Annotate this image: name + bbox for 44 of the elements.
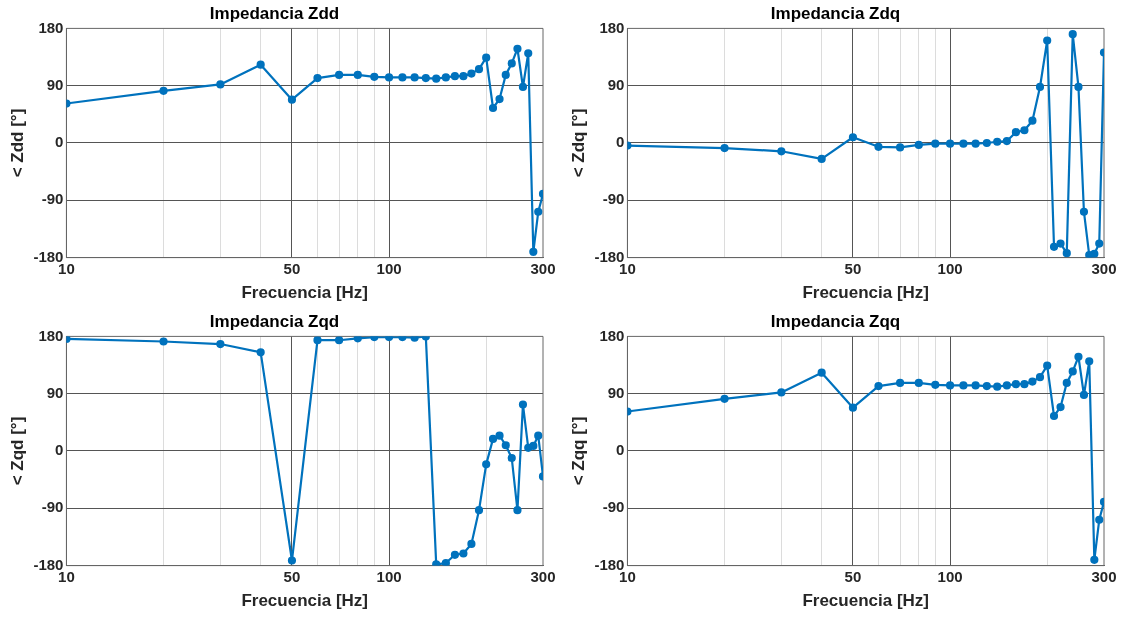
y-axis-title: < Zqq [°] [568, 416, 588, 486]
y-tick-label: 180 [38, 18, 64, 36]
y-tick-label: 90 [607, 75, 625, 93]
x-tick-label: 100 [937, 567, 963, 585]
x-axis-title: Frecuencia [Hz] [241, 591, 369, 611]
y-tick-label: 90 [46, 383, 64, 401]
x-axis-title: Frecuencia [Hz] [241, 283, 369, 303]
y-axis-title: < Zqd [°] [7, 416, 27, 486]
y-tick-label: 90 [46, 75, 64, 93]
y-tick-label: -90 [602, 498, 625, 516]
y-tick-label: 180 [38, 326, 64, 344]
x-tick-label: 50 [283, 259, 301, 277]
x-tick-label: 300 [1091, 567, 1117, 585]
chart-title: Impedancia Zdd [209, 3, 340, 23]
x-axis-title: Frecuencia [Hz] [802, 283, 930, 303]
y-tick-label: 180 [599, 18, 625, 36]
y-tick-label: -180 [594, 247, 625, 265]
y-tick-label: 0 [616, 133, 625, 151]
x-tick-label: 300 [530, 567, 556, 585]
x-tick-label: 300 [530, 259, 556, 277]
x-tick-label: 50 [844, 259, 862, 277]
y-tick-label: 0 [55, 441, 64, 459]
y-tick-label: 0 [616, 441, 625, 459]
x-tick-label: 50 [844, 567, 862, 585]
x-tick-label: 300 [1091, 259, 1117, 277]
y-tick-label: 180 [599, 326, 625, 344]
chart-title: Impedancia Zqd [209, 311, 340, 331]
x-tick-label: 100 [376, 567, 402, 585]
y-tick-label: -180 [33, 555, 64, 573]
x-tick-label: 50 [283, 567, 301, 585]
y-axis-title: < Zdd [°] [7, 108, 27, 178]
x-axis-title: Frecuencia [Hz] [802, 591, 930, 611]
y-tick-label: -90 [41, 190, 64, 208]
y-tick-label: -90 [602, 190, 625, 208]
x-tick-label: 100 [376, 259, 402, 277]
y-tick-label: -180 [33, 247, 64, 265]
y-tick-label: 0 [55, 133, 64, 151]
x-tick-label: 100 [937, 259, 963, 277]
y-axis-title: < Zdq [°] [568, 108, 588, 178]
chart-title: Impedancia Zqq [770, 311, 901, 331]
y-tick-label: -180 [594, 555, 625, 573]
y-tick-label: 90 [607, 383, 625, 401]
chart-title: Impedancia Zdq [770, 3, 901, 23]
y-tick-label: -90 [41, 498, 64, 516]
